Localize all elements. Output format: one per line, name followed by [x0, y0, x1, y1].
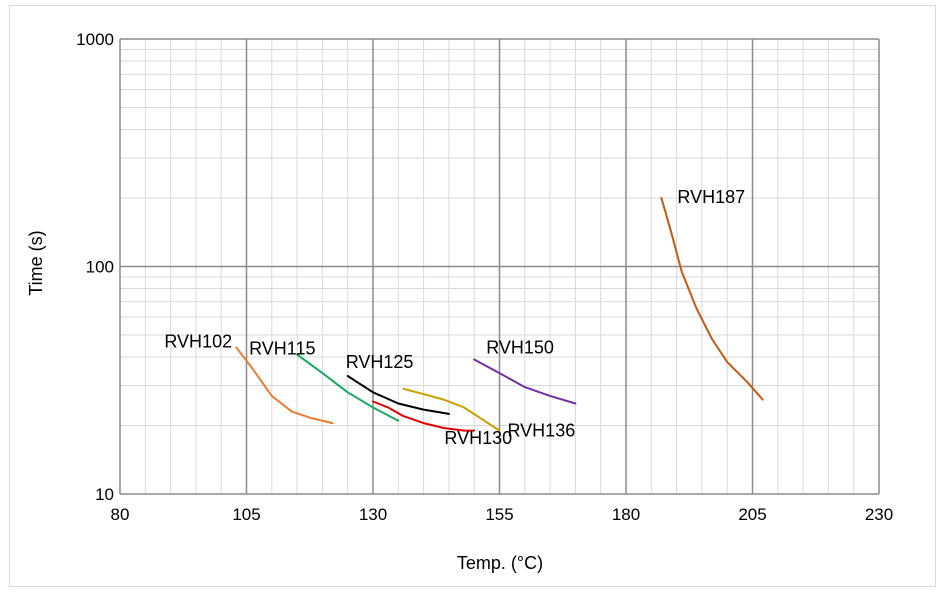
series-label-rvh130: RVH130: [444, 428, 512, 448]
series-line-rvh115: [296, 353, 400, 422]
x-tick-label: 80: [111, 505, 130, 524]
series-label-rvh187: RVH187: [677, 187, 745, 207]
series-label-rvh150: RVH150: [486, 338, 554, 358]
y-tick-label: 10: [95, 485, 114, 504]
series-line-rvh102: [235, 346, 334, 425]
series-label-rvh102: RVH102: [164, 332, 232, 352]
series-line-rvh150: [473, 358, 577, 405]
y-tick-label: 1000: [76, 30, 114, 49]
x-tick-label: 130: [359, 505, 387, 524]
chart-frame: RVH102 RVH115 RVH125 RVH130 RVH136 RVH150 RVH1…: [9, 5, 936, 587]
x-tick-label: 180: [612, 505, 640, 524]
series-label-rvh136: RVH136: [508, 421, 576, 441]
y-tick-label: 100: [86, 258, 114, 277]
series-line-rvh187: [660, 197, 764, 401]
series-line-rvh125: [346, 375, 450, 415]
series-label-rvh125: RVH125: [346, 352, 414, 372]
series-line-rvh130: [372, 400, 476, 432]
y-axis-title: Time (s): [26, 230, 46, 295]
x-axis-title: Temp. (°C): [457, 553, 543, 573]
series-layer: [235, 197, 764, 432]
tick-label-layer: 80 105 130 155 180 205 230 10 100 1000: [76, 30, 893, 524]
major-grid: [119, 38, 880, 495]
x-tick-label: 205: [738, 505, 766, 524]
x-tick-label: 105: [232, 505, 260, 524]
series-line-rvh136: [402, 387, 501, 432]
x-tick-label: 230: [865, 505, 893, 524]
x-tick-label: 155: [485, 505, 513, 524]
series-label-rvh115: RVH115: [249, 339, 315, 359]
